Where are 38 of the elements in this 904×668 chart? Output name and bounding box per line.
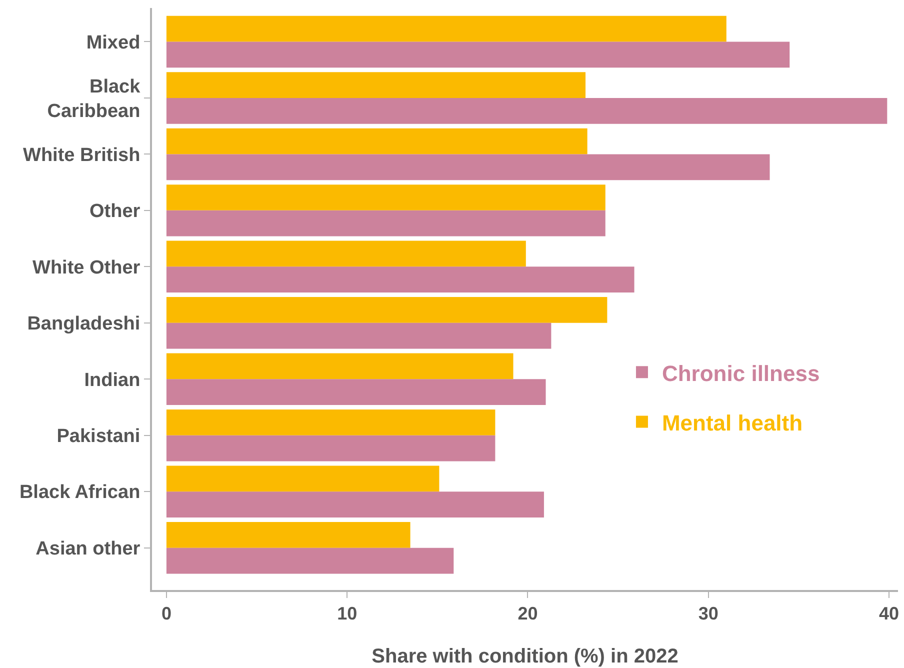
y-tick-label: Indian: [84, 370, 140, 391]
x-tick-label: 10: [337, 604, 358, 624]
bar: [166, 240, 526, 267]
y-tick-label: Asian other: [36, 538, 141, 560]
bar: [166, 466, 440, 492]
bar: [166, 210, 606, 236]
bar: [166, 16, 726, 42]
bar: [166, 492, 544, 518]
legend-label: Mental health: [662, 410, 803, 436]
x-tick-label: 0: [161, 604, 172, 624]
bar: [166, 42, 790, 68]
x-axis-title: Share with condition (%) in 2022: [372, 646, 678, 668]
x-tick-label: 40: [878, 604, 899, 624]
x-tick-label: 20: [518, 604, 538, 624]
bar: [166, 322, 552, 349]
bar: [166, 154, 770, 180]
y-tick-label: Black African: [19, 482, 140, 504]
y-tick-label: Mixed: [86, 32, 140, 54]
bar: [166, 297, 608, 323]
bar: [166, 435, 496, 462]
y-tick-label: Pakistani: [56, 426, 140, 448]
bar: [166, 266, 634, 293]
bar: [166, 548, 454, 574]
bar: [166, 72, 586, 98]
bar: [166, 410, 496, 436]
bar: [166, 379, 546, 405]
x-tick-label: 30: [698, 604, 718, 624]
y-tick-label: Bangladeshi: [27, 314, 140, 335]
bar: [166, 128, 588, 154]
bar: [166, 353, 514, 380]
y-tick-label: Black Caribbean: [47, 76, 141, 122]
bar: [166, 522, 410, 548]
y-tick-label: White Other: [32, 257, 141, 278]
y-tick-label: Other: [90, 201, 141, 222]
legend-label: Chronic illness: [662, 360, 820, 386]
bar: [166, 98, 888, 124]
y-tick-label: White British: [23, 144, 140, 166]
bar: [166, 184, 606, 210]
